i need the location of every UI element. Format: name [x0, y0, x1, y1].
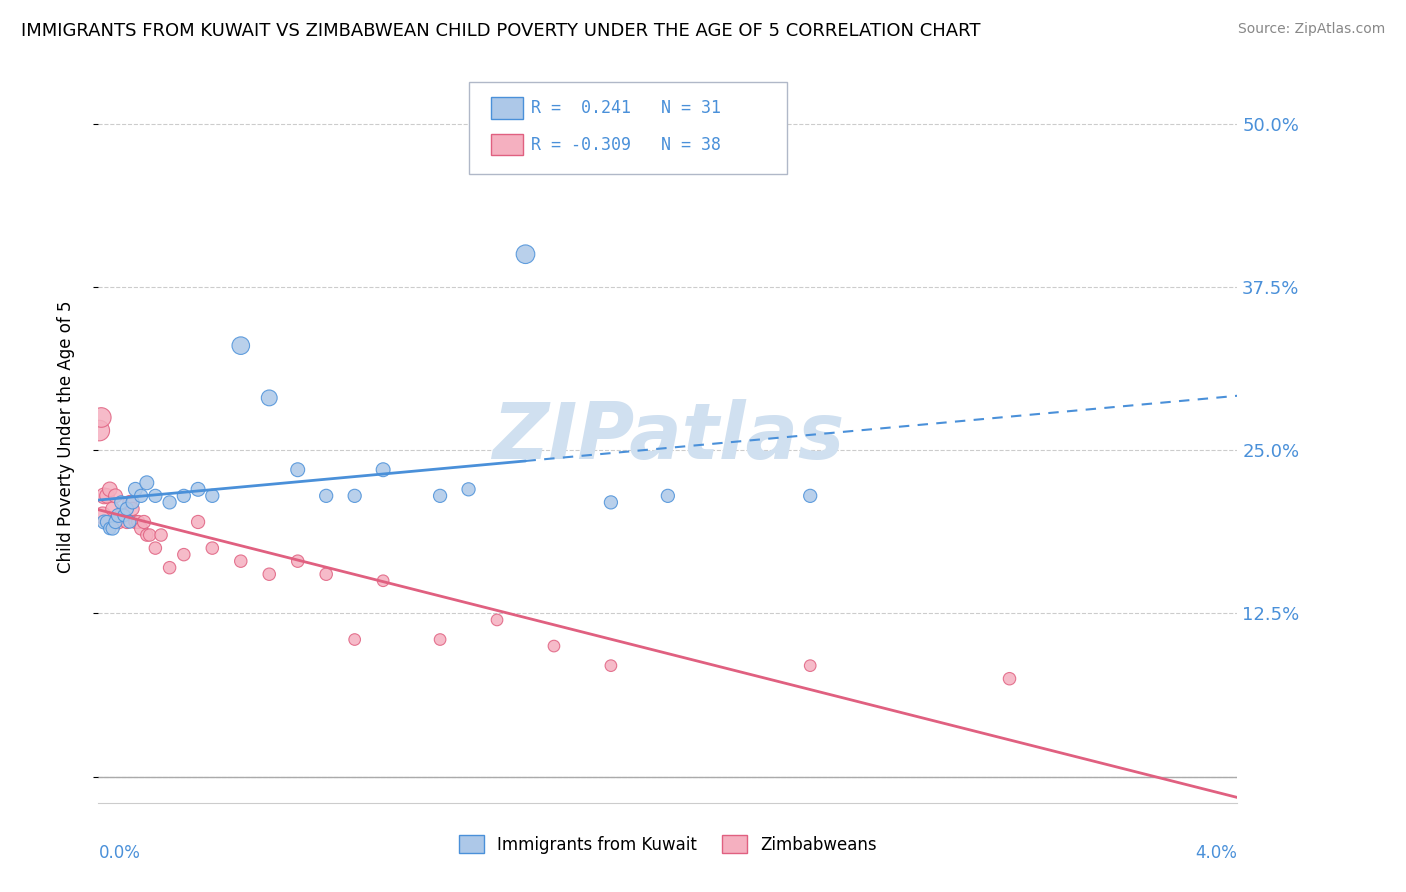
Point	[187, 515, 209, 529]
Point	[657, 489, 679, 503]
FancyBboxPatch shape	[491, 97, 523, 119]
Point	[150, 528, 173, 542]
Point	[93, 489, 115, 503]
Point	[998, 672, 1021, 686]
FancyBboxPatch shape	[468, 82, 787, 174]
Text: R =  0.241   N = 31: R = 0.241 N = 31	[531, 99, 721, 117]
Point	[96, 489, 118, 503]
Point	[112, 508, 135, 523]
Point	[543, 639, 565, 653]
Point	[104, 489, 127, 503]
Point	[110, 495, 132, 509]
Point	[600, 495, 623, 509]
Point	[90, 410, 112, 425]
Point	[187, 483, 209, 497]
Point	[229, 554, 252, 568]
Point	[159, 495, 181, 509]
Text: R = -0.309   N = 38: R = -0.309 N = 38	[531, 136, 721, 153]
Point	[515, 247, 537, 261]
Point	[127, 515, 149, 529]
Point	[173, 489, 195, 503]
Point	[135, 475, 157, 490]
Point	[98, 483, 121, 497]
Point	[115, 515, 138, 529]
Point	[173, 548, 195, 562]
Text: Source: ZipAtlas.com: Source: ZipAtlas.com	[1237, 22, 1385, 37]
Point	[343, 489, 366, 503]
Point	[121, 502, 143, 516]
Y-axis label: Child Poverty Under the Age of 5: Child Poverty Under the Age of 5	[56, 301, 75, 574]
Point	[229, 339, 252, 353]
Point	[799, 658, 821, 673]
Point	[93, 515, 115, 529]
Point	[107, 508, 129, 523]
Point	[145, 489, 167, 503]
Point	[600, 658, 623, 673]
Point	[287, 463, 309, 477]
Point	[118, 495, 141, 509]
Point	[315, 489, 337, 503]
Point	[104, 515, 127, 529]
Point	[138, 528, 160, 542]
Point	[101, 521, 124, 535]
Point	[343, 632, 366, 647]
Point	[201, 489, 224, 503]
Text: 4.0%: 4.0%	[1195, 845, 1237, 863]
Point	[124, 483, 146, 497]
Point	[110, 508, 132, 523]
Point	[132, 515, 155, 529]
Point	[371, 463, 394, 477]
Point	[259, 391, 281, 405]
Point	[129, 521, 152, 535]
Point	[799, 489, 821, 503]
Point	[89, 424, 111, 438]
Legend: Immigrants from Kuwait, Zimbabweans: Immigrants from Kuwait, Zimbabweans	[453, 829, 883, 860]
Point	[486, 613, 509, 627]
Point	[315, 567, 337, 582]
Point	[287, 554, 309, 568]
Point	[101, 502, 124, 516]
Point	[121, 495, 143, 509]
Point	[112, 508, 135, 523]
Point	[135, 528, 157, 542]
Text: 0.0%: 0.0%	[98, 845, 141, 863]
Point	[159, 560, 181, 574]
Point	[118, 515, 141, 529]
Point	[129, 489, 152, 503]
Point	[91, 508, 114, 523]
Point	[201, 541, 224, 555]
Point	[429, 489, 451, 503]
FancyBboxPatch shape	[491, 134, 523, 155]
Point	[115, 502, 138, 516]
Point	[98, 521, 121, 535]
Point	[145, 541, 167, 555]
Point	[259, 567, 281, 582]
Point	[124, 515, 146, 529]
Point	[429, 632, 451, 647]
Text: IMMIGRANTS FROM KUWAIT VS ZIMBABWEAN CHILD POVERTY UNDER THE AGE OF 5 CORRELATIO: IMMIGRANTS FROM KUWAIT VS ZIMBABWEAN CHI…	[21, 22, 980, 40]
Point	[96, 515, 118, 529]
Point	[457, 483, 479, 497]
Point	[107, 515, 129, 529]
Point	[371, 574, 394, 588]
Text: ZIPatlas: ZIPatlas	[492, 399, 844, 475]
